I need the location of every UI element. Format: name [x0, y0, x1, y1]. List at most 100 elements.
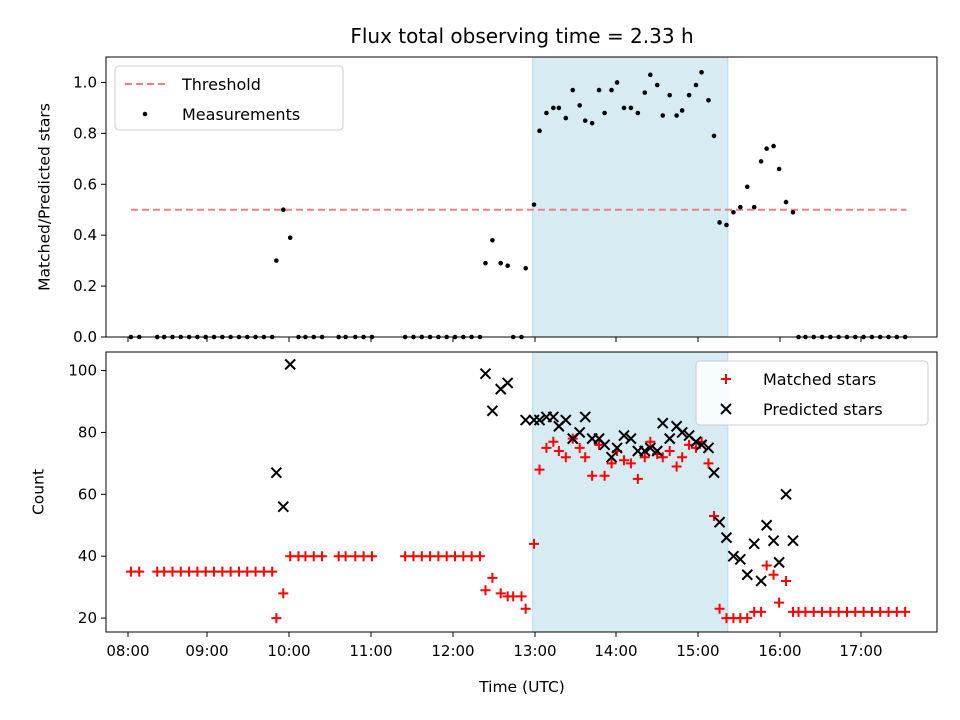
y-tick-label: 0.0 — [73, 328, 97, 346]
data-point — [537, 128, 542, 134]
data-point — [614, 80, 620, 85]
data-point — [699, 69, 704, 75]
data-point — [635, 110, 641, 116]
data-point — [501, 377, 514, 389]
data-point — [654, 82, 660, 88]
data-point — [773, 556, 785, 569]
data-point — [556, 105, 562, 111]
data-point — [541, 442, 552, 453]
data-point — [703, 458, 714, 469]
data-point — [642, 90, 648, 95]
data-point — [278, 588, 289, 599]
legend-box — [114, 65, 344, 131]
observing-window-span — [532, 351, 729, 633]
data-point — [625, 432, 637, 445]
legend: Matched stars Predicted stars — [695, 360, 929, 426]
data-point — [756, 606, 767, 617]
data-point — [618, 429, 630, 442]
data-point — [573, 426, 586, 439]
data-point — [660, 113, 666, 118]
data-point — [695, 439, 708, 451]
data-point — [648, 72, 653, 78]
data-point — [544, 110, 549, 116]
data-point — [547, 411, 560, 423]
data-point — [734, 553, 747, 566]
data-point — [563, 115, 569, 121]
chart-title: Flux total observing time = 2.33 h — [350, 24, 693, 48]
data-point — [671, 461, 682, 472]
y-tick-label: 0.8 — [73, 124, 97, 142]
x-tick-label: 10:00 — [267, 642, 310, 660]
data-point — [693, 82, 699, 88]
data-point — [599, 470, 610, 481]
data-point — [625, 458, 636, 469]
data-point — [714, 603, 725, 614]
data-point — [270, 466, 283, 479]
data-point — [531, 202, 537, 207]
legend-box — [695, 360, 929, 426]
data-point — [713, 516, 726, 528]
data-point — [479, 367, 492, 380]
data-point — [679, 108, 685, 113]
data-point — [474, 551, 485, 562]
data-point — [677, 452, 688, 463]
series-predicted-stars — [270, 358, 799, 587]
y-tick-label: 20 — [78, 609, 97, 627]
data-point — [340, 551, 351, 562]
data-point — [523, 265, 528, 271]
data-point — [548, 436, 559, 447]
data-point — [520, 603, 531, 614]
data-point — [764, 146, 769, 151]
data-point — [787, 535, 799, 547]
data-point — [284, 358, 296, 371]
legend-label: Measurements — [182, 105, 300, 124]
x-tick-label: 09:00 — [185, 642, 228, 660]
data-point — [516, 591, 527, 602]
y-tick-label: 1.0 — [73, 73, 97, 91]
data-point — [738, 204, 743, 210]
data-point — [134, 566, 145, 577]
y-tick-label: 100 — [68, 362, 97, 380]
x-tick-label: 13:00 — [513, 642, 556, 660]
data-point — [621, 105, 627, 111]
data-point — [717, 220, 722, 225]
data-point — [761, 560, 772, 571]
data-point — [639, 445, 651, 457]
legend-label: Threshold — [181, 75, 261, 94]
data-point — [579, 411, 591, 423]
data-point — [618, 455, 629, 466]
data-point — [686, 92, 692, 98]
data-point — [676, 426, 688, 439]
data-point — [628, 105, 634, 111]
data-point — [533, 414, 546, 426]
data-point — [731, 209, 736, 215]
y-tick-label: 0.6 — [73, 175, 97, 193]
data-point — [748, 538, 760, 550]
x-tick-label: 15:00 — [676, 642, 719, 660]
data-point — [574, 442, 585, 453]
data-point — [708, 466, 720, 479]
data-point — [505, 263, 510, 269]
data-point — [486, 405, 499, 417]
data-point — [702, 442, 715, 454]
ratio-y-axis-label: Matched/Predicted stars — [35, 103, 53, 291]
data-point — [609, 87, 614, 93]
data-point — [663, 432, 676, 445]
data-point — [755, 575, 767, 587]
data-point — [596, 87, 602, 93]
data-point — [768, 569, 779, 580]
data-point — [674, 113, 679, 118]
data-point — [790, 209, 796, 215]
data-point — [267, 566, 278, 577]
series-matched-stars — [125, 433, 911, 624]
legend-measurements-swatch — [142, 111, 148, 117]
legend-label: Matched stars — [763, 370, 876, 389]
data-point — [644, 442, 657, 454]
data-point — [587, 470, 598, 481]
data-point — [720, 531, 733, 544]
data-point — [560, 452, 571, 463]
data-point — [519, 414, 532, 426]
data-point — [366, 551, 377, 562]
data-point — [664, 446, 675, 457]
